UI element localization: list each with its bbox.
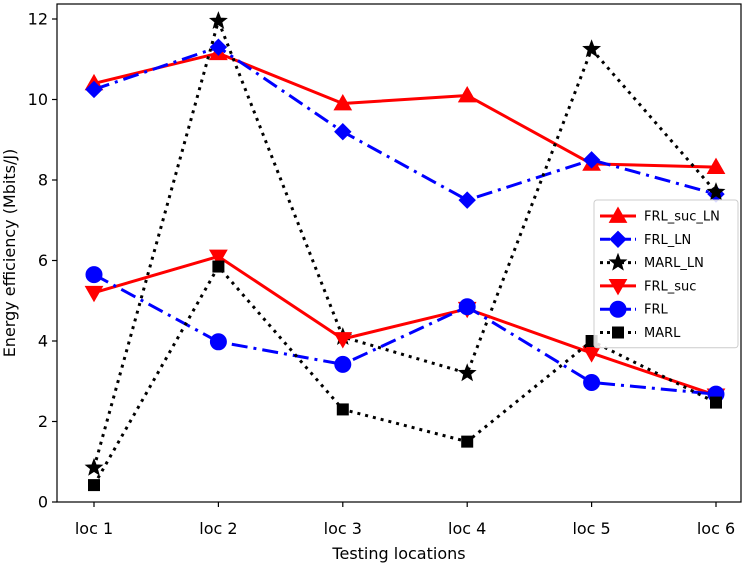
data-point-frl-suc-ln-6	[706, 157, 726, 174]
x-tick-label: loc 4	[448, 519, 486, 538]
x-tick-label: loc 5	[572, 519, 610, 538]
legend-marker-frl-suc-ln	[608, 206, 628, 223]
data-point-marl-1	[88, 479, 100, 492]
data-point-marl-ln-1	[84, 457, 104, 476]
data-point-marl-6	[710, 396, 722, 409]
legend-marker-frl	[609, 300, 627, 318]
y-tick-label: 4	[38, 332, 48, 351]
y-tick-label: 12	[28, 10, 48, 29]
data-point-frl-3	[334, 355, 352, 373]
legend-box	[593, 199, 739, 349]
data-point-marl-ln-5	[582, 39, 602, 58]
series-line-frl-suc	[93, 254, 717, 397]
data-point-marl-ln-4	[457, 363, 477, 382]
legend-label-frl-ln: FRL_LN	[644, 233, 691, 248]
data-point-frl-4	[458, 298, 476, 316]
legend: FRL_suc_LN FRL_LN MARL_LN FRL_suc FRL MARL	[593, 199, 739, 349]
data-point-frl-suc-ln-3	[333, 94, 353, 111]
data-point-marl-ln-2	[208, 11, 228, 30]
plot-frame	[56, 3, 742, 503]
legend-label-frl-suc: FRL_suc	[644, 279, 696, 294]
data-point-frl-1	[85, 266, 103, 284]
series-line-frl	[93, 273, 717, 396]
data-point-marl-ln-6	[706, 182, 726, 201]
data-point-frl-ln-5	[582, 151, 601, 169]
data-point-frl-suc-2	[209, 249, 228, 266]
data-point-frl-5	[583, 373, 601, 391]
legend-label-frl: FRL	[644, 303, 669, 318]
data-point-marl-3	[336, 403, 349, 416]
data-point-marl-4	[461, 435, 474, 448]
x-tick-label: loc 2	[199, 519, 237, 538]
legend-marker-frl-ln	[609, 230, 627, 249]
data-point-frl-2	[209, 333, 227, 351]
series-marl	[88, 260, 722, 492]
data-point-frl-suc-1	[84, 285, 104, 303]
y-tick-label: 10	[28, 90, 48, 109]
legend-label-marl: MARL	[644, 326, 681, 341]
series-line-marl	[92, 265, 717, 486]
data-point-frl-ln-1	[85, 80, 103, 99]
x-tick-label: loc 3	[324, 519, 362, 538]
series-line-frl-ln	[93, 45, 717, 202]
y-tick-label: 2	[38, 412, 48, 431]
data-point-marl-2	[212, 260, 225, 273]
legend-label-marl-ln: MARL_LN	[644, 256, 704, 271]
x-tick-label: loc 6	[697, 519, 735, 538]
legend-marker-frl-suc	[608, 279, 628, 296]
series-line-marl-ln	[92, 19, 718, 469]
series-frl-ln	[85, 38, 725, 209]
y-tick-label: 6	[38, 251, 48, 270]
data-point-frl-suc-ln-4	[457, 85, 477, 103]
series-line-frl-suc-ln	[93, 51, 717, 169]
data-point-frl-suc-3	[333, 332, 353, 349]
y-axis-label: Energy efficiency (Mbits/J)	[0, 149, 19, 358]
x-tick-label: loc 1	[75, 519, 113, 538]
y-tick-label: 0	[38, 493, 48, 512]
x-axis-label: Testing locations	[331, 544, 465, 563]
legend-label-frl-suc-ln: FRL_suc_LN	[644, 210, 720, 225]
data-point-frl-ln-3	[334, 122, 352, 141]
data-point-frl-ln-4	[458, 191, 476, 209]
y-tick-label: 8	[38, 171, 48, 190]
data-point-frl-ln-2	[209, 38, 228, 56]
series-frl-suc-ln	[84, 43, 726, 174]
legend-marker-marl-ln	[608, 252, 628, 271]
legend-marker-marl	[612, 326, 624, 339]
